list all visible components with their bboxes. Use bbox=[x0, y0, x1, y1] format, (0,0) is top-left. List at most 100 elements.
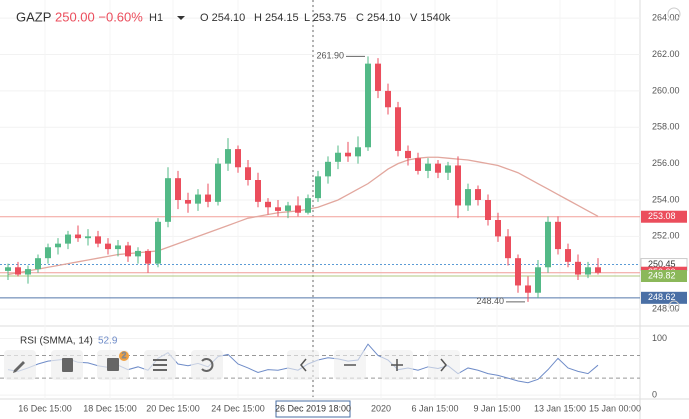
candle-body bbox=[245, 167, 251, 180]
doc-icon bbox=[62, 358, 73, 372]
x-tick-label: 24 Dec 15:00 bbox=[211, 403, 265, 413]
y-tick-label: 262.00 bbox=[652, 49, 680, 59]
ohlc-low: L 253.75 bbox=[304, 12, 346, 24]
x-tick-label: 16 Dec 15:00 bbox=[18, 403, 72, 413]
candle-body bbox=[575, 261, 581, 275]
candle-body bbox=[375, 63, 381, 91]
candle-body bbox=[415, 158, 421, 171]
x-tick-label: 2020 bbox=[371, 403, 391, 413]
ohlc-high: H 254.15 bbox=[254, 12, 299, 24]
pencil-icon bbox=[13, 361, 25, 373]
candle-body bbox=[195, 194, 201, 204]
ohlc-open: O 254.10 bbox=[200, 12, 245, 24]
y-tick-label: 254.00 bbox=[652, 194, 680, 204]
candle-body bbox=[175, 178, 181, 200]
candle-body bbox=[105, 243, 111, 250]
candle-body bbox=[215, 163, 221, 202]
rsi-tick-label: 100 bbox=[652, 333, 667, 343]
price-badge-label: 250.45 bbox=[648, 259, 676, 269]
price-badge-label: 249.82 bbox=[648, 270, 676, 280]
candle-body bbox=[515, 258, 521, 286]
interval[interactable]: H1 bbox=[149, 12, 163, 24]
x-tick-label: 26 Dec 2019 18:00 bbox=[275, 403, 351, 413]
candle-body bbox=[185, 200, 191, 204]
candle-body bbox=[235, 149, 241, 168]
candle-body bbox=[85, 236, 91, 239]
candle-body bbox=[265, 201, 271, 208]
sliders-icon bbox=[153, 359, 167, 371]
candle-body bbox=[405, 150, 411, 159]
scroll-left[interactable] bbox=[287, 350, 319, 380]
candle-body bbox=[145, 250, 151, 264]
x-tick-label: 20 Dec 15:00 bbox=[146, 403, 200, 413]
y-tick-label: 252.00 bbox=[652, 231, 680, 241]
y-tick-label: 256.00 bbox=[652, 158, 680, 168]
candle-body bbox=[65, 234, 71, 244]
scroll-right[interactable] bbox=[428, 350, 460, 380]
candle-body bbox=[525, 285, 531, 293]
interval-arrow[interactable] bbox=[177, 16, 185, 20]
candle-body bbox=[355, 147, 361, 157]
candle-body bbox=[75, 234, 81, 239]
candle-body bbox=[345, 152, 351, 157]
candle-body bbox=[55, 243, 61, 248]
annotation: 261.90 bbox=[316, 51, 344, 61]
candle-body bbox=[125, 245, 131, 257]
candle-body bbox=[115, 245, 121, 250]
candle-body bbox=[455, 165, 461, 206]
y-tick-label: 248.00 bbox=[652, 303, 680, 313]
price-badge bbox=[641, 210, 687, 223]
candle-body bbox=[325, 161, 331, 177]
rsi-title: RSI (SMMA, 14) bbox=[20, 336, 93, 347]
chevron-right bbox=[440, 358, 447, 372]
candle-body bbox=[335, 152, 341, 162]
candle-body bbox=[135, 250, 141, 257]
price-badge-label: 248.62 bbox=[648, 292, 676, 302]
quote: 250.00 −0.60% bbox=[55, 9, 143, 24]
candle-body bbox=[565, 249, 571, 262]
candle-body bbox=[505, 236, 511, 259]
candle-body bbox=[205, 194, 211, 202]
candle-body bbox=[545, 221, 551, 268]
candle-body bbox=[35, 258, 41, 270]
candle-body bbox=[555, 221, 561, 250]
y-tick-label: 264.00 bbox=[652, 13, 680, 23]
settings-gear[interactable] bbox=[668, 300, 680, 312]
candle-body bbox=[225, 149, 231, 164]
candle-body bbox=[295, 205, 301, 213]
candle-body bbox=[5, 267, 11, 271]
plus-icon bbox=[391, 359, 403, 371]
candle-body bbox=[385, 90, 391, 108]
candle-body bbox=[435, 163, 441, 173]
candle-body bbox=[95, 236, 101, 244]
candle-body bbox=[495, 220, 501, 237]
candle-body bbox=[165, 178, 171, 222]
candle-body bbox=[305, 198, 311, 213]
candle-body bbox=[585, 267, 591, 275]
rsi-value: 52.9 bbox=[98, 336, 118, 347]
candle-body bbox=[255, 180, 261, 202]
price-badge bbox=[641, 270, 687, 282]
undo-icon bbox=[201, 358, 214, 372]
y-tick-label: 258.00 bbox=[652, 122, 680, 132]
candle-body bbox=[155, 221, 161, 264]
candle-body bbox=[485, 200, 491, 220]
ohlc-close: C 254.10 bbox=[356, 12, 401, 24]
candle-body bbox=[285, 205, 291, 211]
crosshair-label-bg bbox=[275, 400, 351, 418]
settings-gear[interactable] bbox=[667, 7, 681, 21]
candle-body bbox=[365, 63, 371, 148]
candle-body bbox=[595, 267, 601, 273]
candle-body bbox=[535, 267, 541, 293]
x-tick-label: 15 Jan 00:00 bbox=[589, 403, 641, 413]
moving-average bbox=[7, 156, 599, 276]
candle-body bbox=[25, 269, 31, 275]
y-tick-label: 260.00 bbox=[652, 85, 680, 95]
x-tick-label: 18 Dec 15:00 bbox=[83, 403, 137, 413]
x-tick-label: 13 Jan 15:00 bbox=[534, 403, 586, 413]
candle-body bbox=[445, 165, 451, 173]
badge bbox=[119, 351, 129, 361]
undo-button[interactable] bbox=[191, 350, 223, 380]
